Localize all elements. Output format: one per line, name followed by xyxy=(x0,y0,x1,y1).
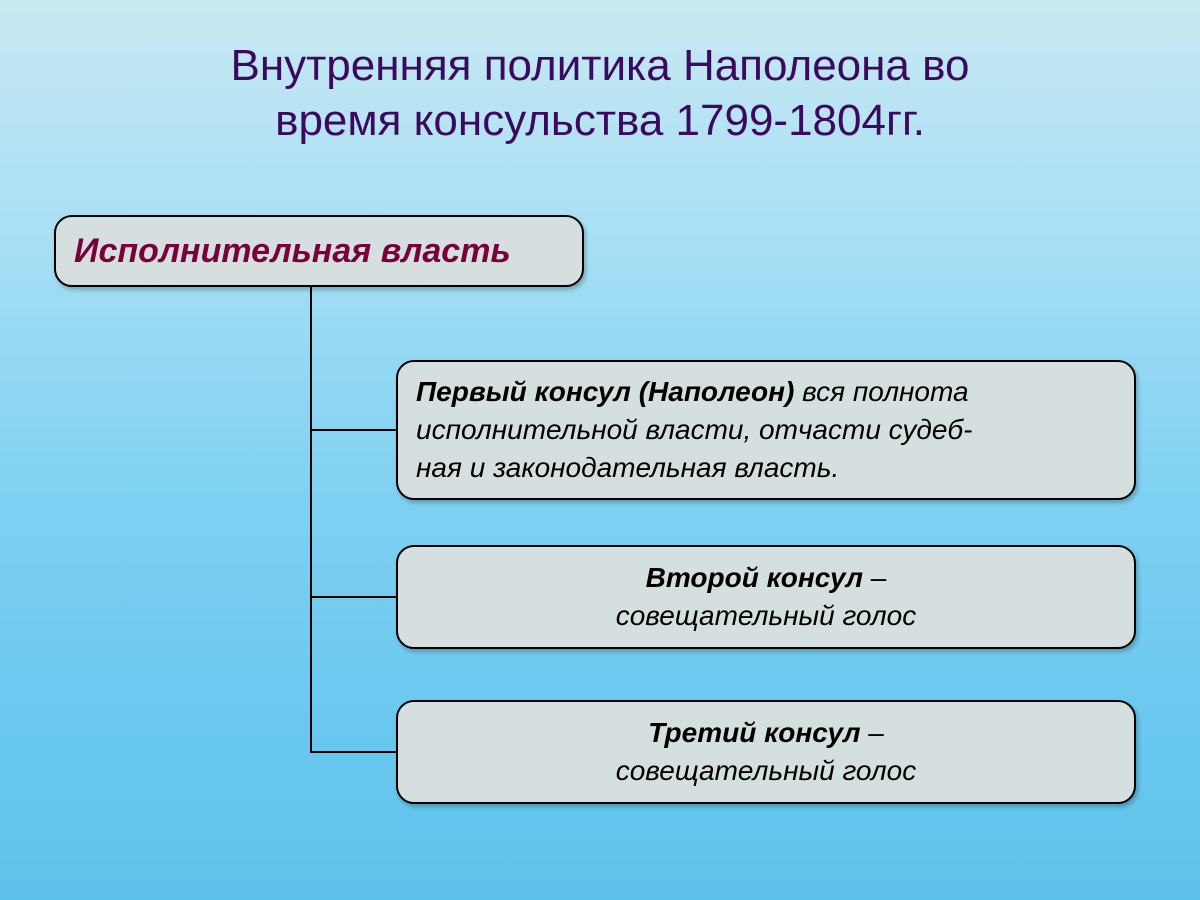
title-line-1: Внутренняя политика Наполеона во xyxy=(0,38,1200,93)
node-text-rest: совещательный голос xyxy=(616,755,917,786)
node-text-line: Второй консул – xyxy=(646,559,887,597)
connector-trunk xyxy=(310,287,312,752)
root-label: Исполнительная власть xyxy=(74,232,511,271)
node-text-rest: ная и законодательная власть. xyxy=(416,452,839,483)
node-text-rest: – xyxy=(863,562,886,593)
node-text-bold: Второй консул xyxy=(646,562,863,593)
node-text-rest: совещательный голос xyxy=(616,600,917,631)
node-text-bold: Третий консул xyxy=(648,717,860,748)
node-text-line: Первый консул (Наполеон) вся полнота xyxy=(416,373,1116,411)
title-line-2: время консульства 1799-1804гг. xyxy=(0,93,1200,148)
node-text-rest: вся полнота xyxy=(794,376,968,407)
node-text-line: совещательный голос xyxy=(616,597,917,635)
child-node-second-consul: Второй консул –совещательный голос xyxy=(396,545,1136,649)
node-text-line: совещательный голос xyxy=(616,752,917,790)
node-text-bold: Первый консул (Наполеон) xyxy=(416,376,794,407)
child-node-first-consul: Первый консул (Наполеон) вся полнотаиспо… xyxy=(396,360,1136,500)
connector-branch-2 xyxy=(310,596,396,598)
root-node-executive-power: Исполнительная власть xyxy=(54,215,584,287)
node-text-line: ная и законодательная власть. xyxy=(416,449,1116,487)
node-text-rest: исполнительной власти, отчасти судеб- xyxy=(416,414,972,445)
node-text-line: исполнительной власти, отчасти судеб- xyxy=(416,411,1116,449)
connector-branch-3 xyxy=(310,751,396,753)
connector-branch-1 xyxy=(310,429,396,431)
child-node-third-consul: Третий консул –совещательный голос xyxy=(396,700,1136,804)
node-text-line: Третий консул – xyxy=(648,714,884,752)
node-text-rest: – xyxy=(861,717,884,748)
slide-title: Внутренняя политика Наполеона во время к… xyxy=(0,38,1200,148)
